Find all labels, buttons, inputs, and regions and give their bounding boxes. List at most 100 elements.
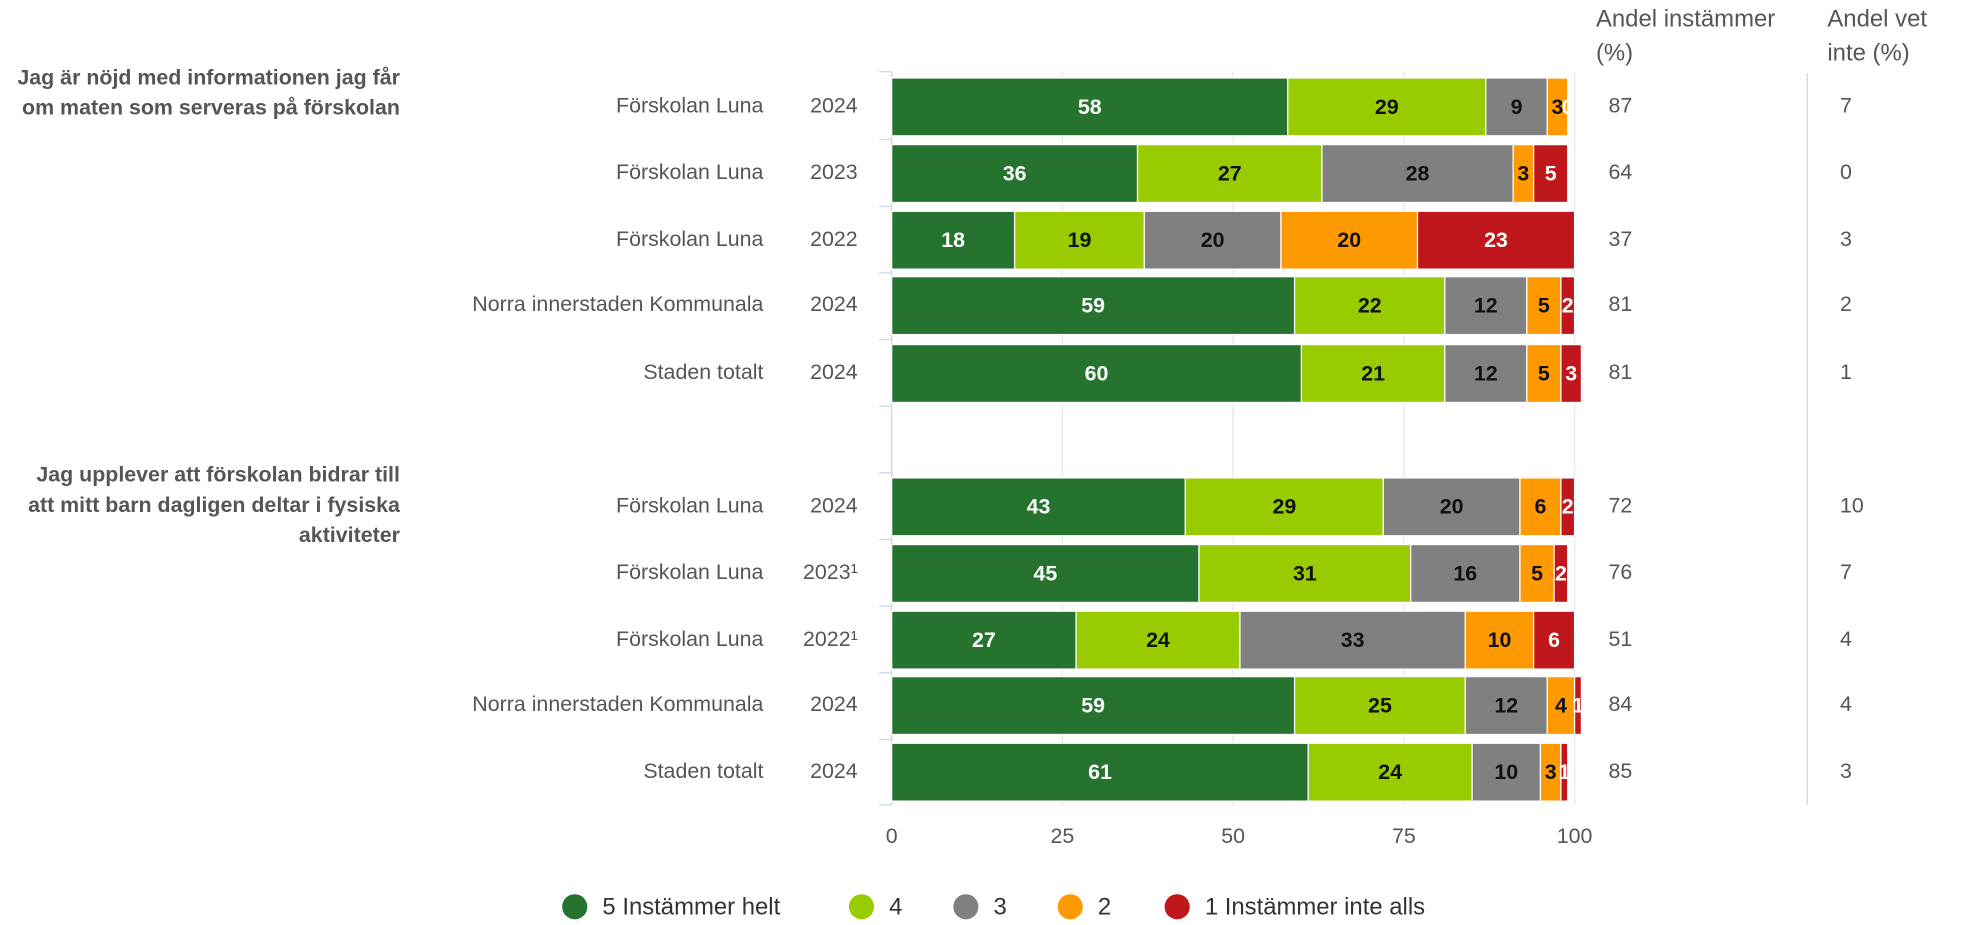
bar-segment xyxy=(1444,276,1528,336)
legend-marker xyxy=(562,894,588,920)
value-label: 10 xyxy=(1488,628,1512,652)
bar-segment xyxy=(891,543,1200,604)
agree-value: 87 xyxy=(1609,94,1633,118)
bar-segment xyxy=(1532,144,1569,204)
value-label: 36 xyxy=(1003,161,1027,185)
column-header: Andel instämmer (%) xyxy=(1595,6,1776,67)
bar-segment xyxy=(1293,276,1446,336)
value-label: 29 xyxy=(1272,495,1296,519)
bar-segment xyxy=(1532,610,1576,670)
bar-segment xyxy=(1485,77,1548,137)
x-tick-label: 50 xyxy=(1221,824,1245,848)
value-label: 20 xyxy=(1440,495,1464,519)
value-label: 2 xyxy=(1562,495,1574,519)
value-label: 1 xyxy=(1558,760,1570,784)
value-label: 1 xyxy=(1572,693,1584,717)
value-label: 9 xyxy=(1511,95,1523,119)
agree-value: 81 xyxy=(1609,360,1633,384)
question-box: Jag upplever att förskolan bidrar till a… xyxy=(28,462,400,548)
column-header: Andel vet inte (%) xyxy=(1827,6,1928,67)
year-label: 2024 xyxy=(810,493,858,517)
bar-segment xyxy=(1416,210,1576,270)
bar-segment xyxy=(1198,543,1412,604)
column-header-box: Andel instämmer (%) xyxy=(1595,6,1776,67)
bar-segment xyxy=(1464,675,1548,736)
bar-segment xyxy=(891,742,1309,802)
value-label: 2 xyxy=(1562,294,1574,318)
value-label: 27 xyxy=(972,628,996,652)
value-label: 20 xyxy=(1337,228,1361,252)
year-label: 2024 xyxy=(810,759,858,783)
value-label: 5 xyxy=(1531,561,1543,585)
value-label: 23 xyxy=(1484,228,1508,252)
row-label: Norra innerstaden Kommunala xyxy=(472,692,763,716)
legend-marker xyxy=(953,894,979,920)
value-label: 43 xyxy=(1027,495,1051,519)
value-label: 5 xyxy=(1545,161,1557,185)
agree-value: 81 xyxy=(1609,292,1633,316)
dont-know-value: 4 xyxy=(1840,627,1852,651)
bar-segment xyxy=(1321,144,1514,204)
year-label: 2024 xyxy=(810,94,858,118)
x-tick-label: 75 xyxy=(1392,824,1416,848)
bar-segment xyxy=(1519,543,1555,604)
bar-segment xyxy=(1287,77,1487,137)
bar-segment xyxy=(1526,276,1562,336)
legend-marker xyxy=(1164,894,1190,920)
legend-label: 4 xyxy=(889,893,902,920)
value-label: 3 xyxy=(1517,161,1529,185)
dont-know-value: 4 xyxy=(1840,692,1852,716)
bar-segment xyxy=(1560,276,1576,336)
value-label: 4 xyxy=(1555,693,1567,717)
bar-segment xyxy=(1471,742,1542,802)
bar-segment xyxy=(891,210,1016,270)
value-label: 3 xyxy=(1552,95,1564,119)
dont-know-value: 7 xyxy=(1840,94,1852,118)
value-label: 61 xyxy=(1088,760,1112,784)
bar-segment xyxy=(1444,343,1528,404)
year-label: 2024 xyxy=(810,692,858,716)
year-label: 2022 xyxy=(810,227,858,251)
agree-value: 85 xyxy=(1609,759,1633,783)
value-label: 22 xyxy=(1358,294,1382,318)
value-label: 33 xyxy=(1341,628,1365,652)
bar-segment xyxy=(891,675,1296,736)
bar-segment xyxy=(891,343,1303,404)
bar-segment xyxy=(1464,610,1535,670)
value-label: 24 xyxy=(1378,760,1402,784)
row-label: Förskolan Luna xyxy=(616,627,763,651)
agree-value: 72 xyxy=(1609,493,1633,517)
year-label: 2024 xyxy=(810,360,858,384)
agree-value: 84 xyxy=(1609,692,1633,716)
value-label: 5 xyxy=(1538,361,1550,385)
dont-know-value: 10 xyxy=(1840,493,1864,517)
value-label: 6 xyxy=(1534,495,1546,519)
question-box: Jag är nöjd med informationen jag får om… xyxy=(17,65,400,119)
dont-know-value: 1 xyxy=(1840,360,1852,384)
legend-label: 2 xyxy=(1098,893,1111,920)
value-label: 58 xyxy=(1078,95,1102,119)
bar-segment xyxy=(1519,477,1562,537)
row-label: Förskolan Luna xyxy=(616,160,763,184)
value-label: 24 xyxy=(1146,628,1170,652)
bar-segment xyxy=(1307,742,1473,802)
row-label: Förskolan Luna xyxy=(616,560,763,584)
year-label: 2024 xyxy=(810,292,858,316)
bar-segment xyxy=(891,77,1289,137)
legend-label: 1 Instämmer inte alls xyxy=(1205,893,1425,920)
bar-segment xyxy=(1075,610,1241,670)
value-label: 20 xyxy=(1201,228,1225,252)
bar-segment xyxy=(891,477,1186,537)
bar-segment xyxy=(1573,675,1583,736)
question: Jag upplever att förskolan bidrar till a… xyxy=(28,462,400,548)
row-label: Förskolan Luna xyxy=(616,94,763,118)
row-label: Staden totalt xyxy=(643,759,763,783)
value-label: 2 xyxy=(1555,561,1567,585)
value-label: 18 xyxy=(941,228,965,252)
x-tick-label: 25 xyxy=(1051,824,1075,848)
value-label: 10 xyxy=(1494,760,1518,784)
row-label: Norra innerstaden Kommunala xyxy=(472,292,763,316)
value-label: 3 xyxy=(1565,361,1577,385)
legend-label: 3 xyxy=(994,893,1007,920)
